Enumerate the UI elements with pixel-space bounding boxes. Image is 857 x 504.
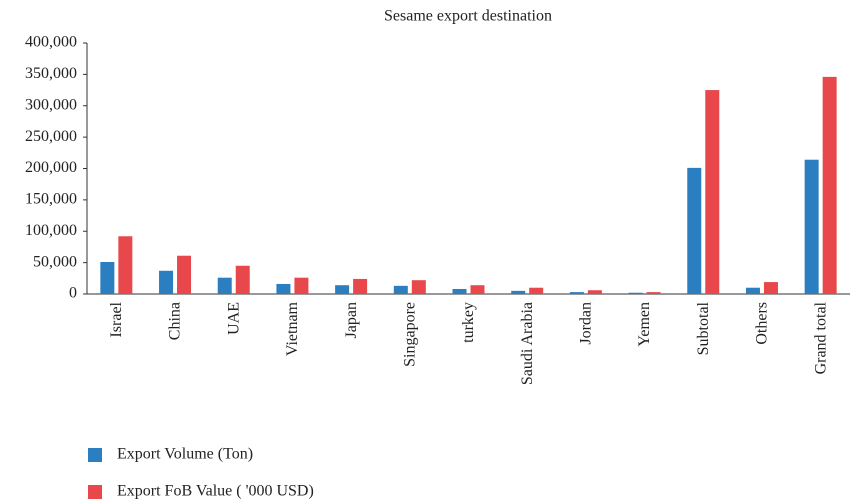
bar [100, 261, 115, 294]
legend-swatch [88, 448, 102, 462]
bar [353, 278, 368, 294]
y-tick-label: 0 [69, 285, 77, 302]
bar [529, 287, 544, 294]
bar [470, 285, 485, 294]
bar [452, 288, 467, 294]
bar [804, 159, 819, 294]
chart-title: Sesame export destination [384, 8, 552, 25]
bar [411, 280, 426, 294]
y-tick-label: 50,000 [33, 253, 77, 270]
bar [587, 290, 602, 294]
legend-label: Export FoB Value ( '000 USD) [117, 483, 314, 500]
x-tick-label: Singapore [401, 302, 418, 367]
x-tick-label: Others [754, 302, 771, 345]
x-tick-label: Subtotal [695, 301, 712, 355]
x-tick-label: turkey [460, 302, 477, 343]
bar [235, 265, 250, 294]
bar [646, 292, 661, 294]
bar [335, 285, 350, 294]
legend-swatch [88, 485, 102, 499]
bar [276, 283, 291, 294]
bar [705, 90, 720, 294]
y-tick-label: 250,000 [25, 128, 77, 145]
bar [763, 282, 778, 294]
x-tick-label: Saudi Arabia [519, 302, 536, 385]
y-tick-label: 100,000 [25, 222, 77, 239]
x-tick-label: Grand total [812, 301, 829, 374]
x-tick-label: UAE [225, 302, 242, 335]
y-tick-label: 150,000 [25, 191, 77, 208]
bar [511, 290, 526, 294]
bar [294, 277, 309, 294]
x-tick-label: Israel [108, 301, 125, 337]
y-tick-label: 400,000 [25, 34, 77, 51]
bar [569, 292, 584, 294]
x-tick-label: Yemen [636, 302, 653, 347]
bar [745, 287, 760, 294]
y-tick-label: 200,000 [25, 159, 77, 176]
bar [687, 167, 702, 294]
bar [217, 277, 232, 294]
legend-label: Export Volume (Ton) [117, 446, 253, 463]
bar [177, 255, 192, 294]
x-tick-label: Jordan [578, 302, 595, 345]
x-tick-label: China [167, 302, 184, 340]
y-tick-label: 350,000 [25, 65, 77, 82]
x-tick-label: Vietnam [284, 301, 301, 356]
bar [159, 270, 174, 294]
bar [118, 236, 133, 294]
x-tick-label: Japan [343, 302, 360, 338]
bar [393, 285, 408, 294]
y-tick-label: 300,000 [25, 96, 77, 113]
bar [628, 292, 643, 294]
bar [822, 76, 837, 294]
